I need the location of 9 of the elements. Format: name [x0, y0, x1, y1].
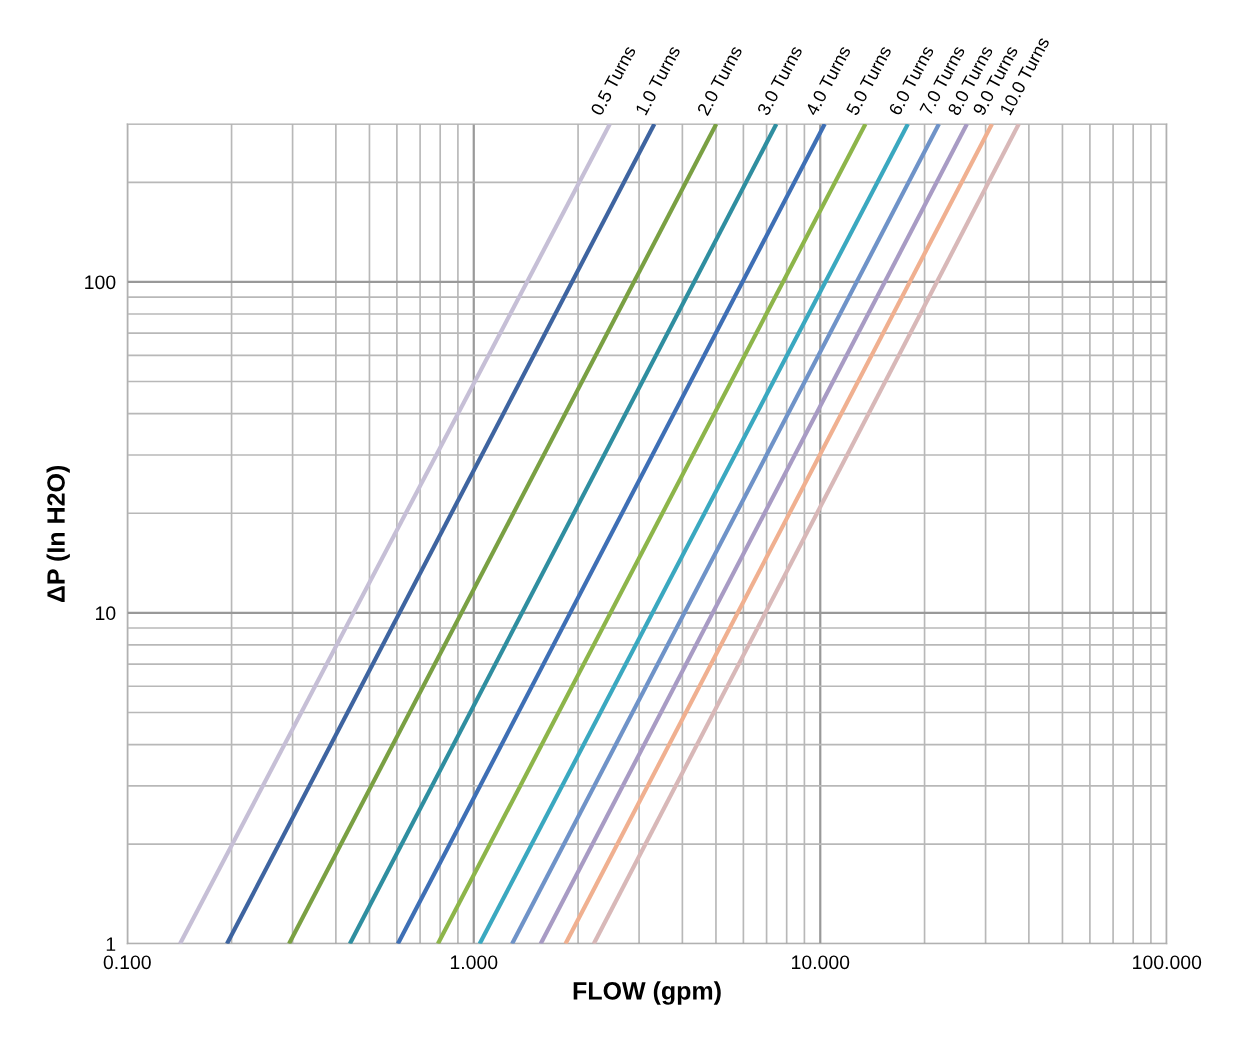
- x-tick-label: 10.000: [792, 955, 850, 970]
- x-axis-title: FLOW (gpm): [573, 981, 721, 1005]
- y-tick-label: 10: [96, 606, 116, 621]
- y-tick-label: 1: [106, 937, 116, 951]
- x-tick-label: 0.100: [103, 955, 151, 970]
- x-tick-label: 1.000: [450, 955, 498, 970]
- y-axis-title: ΔP (In H2O): [46, 465, 70, 603]
- y-tick-label: 100: [85, 275, 116, 290]
- x-tick-label: 100.000: [1133, 955, 1202, 970]
